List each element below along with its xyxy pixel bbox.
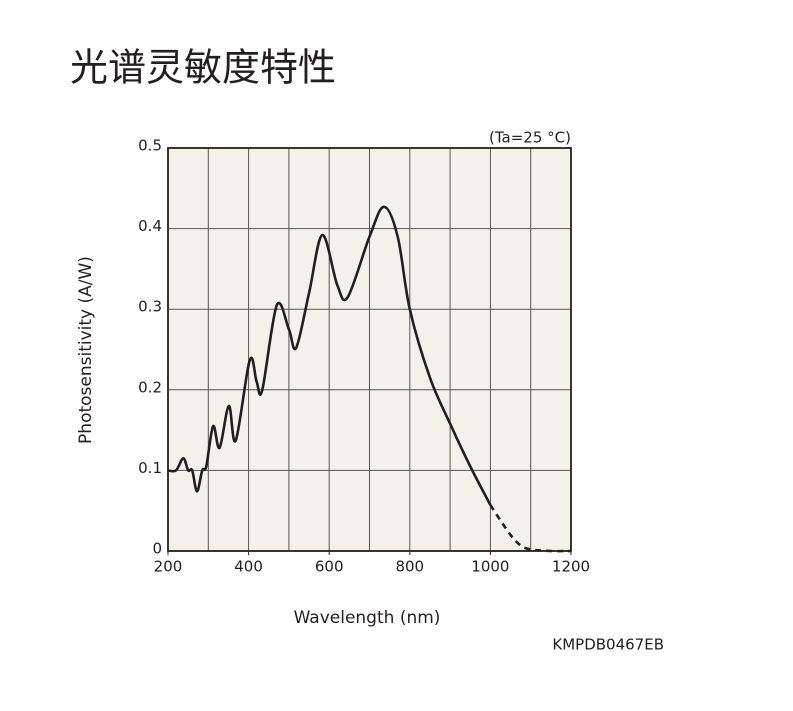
- y-tick-label: 0.5: [138, 137, 162, 155]
- plot-border: [167, 147, 572, 552]
- x-tick-label: 1000: [471, 558, 509, 576]
- x-tick-label: 400: [234, 558, 263, 576]
- y-tick-label: 0.3: [138, 298, 162, 316]
- x-tick-label: 600: [315, 558, 344, 576]
- x-tick-label: 800: [395, 558, 424, 576]
- x-tick-label: 200: [154, 558, 183, 576]
- figure-code: KMPDB0467EB: [552, 636, 664, 654]
- y-tick-label: 0.4: [138, 217, 162, 235]
- response-curve: [167, 205, 492, 506]
- x-tick-label: 1200: [552, 558, 590, 576]
- y-tick-label: 0.2: [138, 378, 162, 396]
- annotation: (Ta=25 °C): [489, 129, 571, 147]
- y-tick-label: 0.1: [138, 459, 162, 477]
- x-axis-label: Wavelength (nm): [294, 608, 441, 628]
- chart-title: 光谱灵敏度特性: [70, 46, 336, 90]
- y-axis-label: Photosensitivity (A/W): [76, 256, 96, 444]
- y-tick-label: 0: [152, 540, 162, 558]
- response-curve: [489, 504, 572, 553]
